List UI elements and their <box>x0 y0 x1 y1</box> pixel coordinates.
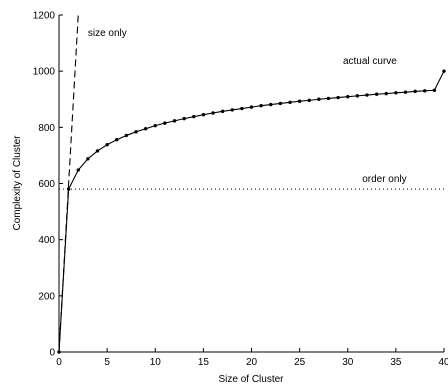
annotations: size only actual curve order only <box>88 28 407 185</box>
series-actual-curve-point <box>288 100 292 105</box>
series-actual-curve-point <box>240 106 244 111</box>
series-actual-curve-line <box>58 70 445 353</box>
series-actual-curve-point <box>384 91 388 96</box>
series-actual-curve-point <box>105 143 109 147</box>
x-tick-label: 30 <box>342 357 354 368</box>
series-actual-curve-point <box>201 112 206 117</box>
series-actual-curve-point <box>192 114 196 119</box>
series-actual-curve-point <box>95 149 100 153</box>
y-tick-label: 1200 <box>33 11 56 22</box>
series-actual-curve-point <box>269 102 273 107</box>
y-tick-label: 600 <box>38 179 55 190</box>
series-actual-curve-point <box>403 90 408 94</box>
series-actual-curve-point <box>86 157 90 161</box>
series <box>57 14 446 354</box>
series-actual-curve-point <box>413 89 417 94</box>
annotation-size-only: size only <box>88 28 127 39</box>
y-tick-label: 1000 <box>33 67 56 78</box>
y-tick-label: 0 <box>49 348 55 359</box>
y-axis-label: Complexity of Cluster <box>12 135 23 231</box>
series-actual-curve-point <box>134 130 138 134</box>
series-actual-curve-point <box>182 116 186 121</box>
series-actual-curve-point <box>143 127 148 131</box>
series-actual-curve-point <box>326 96 331 101</box>
series-actual-curve-point <box>66 187 71 191</box>
series-size-only-line <box>58 14 79 353</box>
annotation-actual-curve: actual curve <box>343 56 397 67</box>
x-tick-label: 25 <box>294 357 306 368</box>
series-actual-curve-point <box>163 121 167 125</box>
series-actual-curve-point <box>423 89 427 93</box>
series-actual-curve-point <box>442 69 446 73</box>
series-actual-curve-point <box>336 95 340 100</box>
x-tick-label: 15 <box>198 357 210 368</box>
series-actual-curve-point <box>249 105 254 109</box>
series-actual-curve-point <box>153 123 157 128</box>
series-actual-curve-point <box>307 98 311 103</box>
series-actual-curve-point <box>220 109 225 114</box>
series-actual-curve-point <box>317 97 321 101</box>
series-actual-curve-point <box>172 119 177 123</box>
series-actual-curve-point <box>230 108 234 112</box>
series-actual-curve-point <box>278 101 283 106</box>
x-tick-label: 35 <box>390 357 402 368</box>
y-tick-label: 400 <box>38 235 55 246</box>
series-actual-curve-point <box>355 94 360 98</box>
series-actual-curve-point <box>124 133 129 138</box>
series-actual-curve-point <box>259 104 263 108</box>
y-tick-label: 800 <box>38 123 55 134</box>
x-tick-label: 0 <box>56 357 62 368</box>
series-actual-curve-point <box>432 88 437 92</box>
series-actual-curve-point <box>394 91 398 95</box>
series-actual-curve-point <box>211 111 215 115</box>
series-actual-curve-point <box>374 92 379 96</box>
series-actual-curve-point <box>346 95 350 99</box>
x-tick-label: 10 <box>150 357 162 368</box>
series-actual-curve-point <box>115 137 119 142</box>
series-actual-curve-point <box>297 99 302 103</box>
x-tick-label: 5 <box>104 357 110 368</box>
series-actual-curve-point <box>76 168 80 172</box>
annotation-order-only: order only <box>362 174 406 185</box>
series-actual-curve-point <box>365 93 369 97</box>
x-tick-label: 40 <box>438 357 448 368</box>
x-tick-label: 20 <box>246 357 258 368</box>
x-axis-label: Size of Cluster <box>218 374 284 385</box>
y-tick-label: 200 <box>38 291 55 302</box>
